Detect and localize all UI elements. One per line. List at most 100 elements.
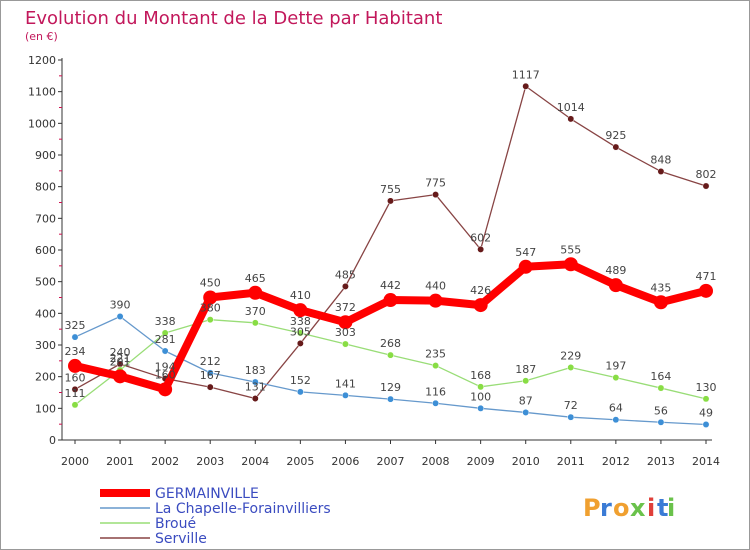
data-point xyxy=(341,391,349,399)
y-tick-label: 600 xyxy=(35,244,56,257)
data-point xyxy=(251,395,259,402)
data-point xyxy=(518,259,533,274)
data-point xyxy=(296,329,304,337)
data-point xyxy=(657,168,665,175)
data-label: 72 xyxy=(564,399,578,412)
data-label: 435 xyxy=(650,281,671,294)
data-label: 64 xyxy=(609,402,623,415)
data-label: 116 xyxy=(425,385,446,398)
logo-letter: x xyxy=(630,494,646,522)
data-label: 268 xyxy=(380,337,401,350)
data-label: 410 xyxy=(290,289,311,302)
data-label: 197 xyxy=(605,360,626,373)
data-label: 925 xyxy=(605,129,626,142)
data-point xyxy=(473,298,488,313)
data-label: 440 xyxy=(425,280,446,293)
data-point xyxy=(699,283,713,298)
data-label: 775 xyxy=(425,177,446,190)
data-point xyxy=(296,339,304,347)
logo-letter: t xyxy=(657,494,668,522)
data-point xyxy=(657,418,665,426)
data-label: 755 xyxy=(380,183,401,196)
data-label: 201 xyxy=(110,355,131,368)
data-point xyxy=(567,364,575,371)
x-tick-label: 2006 xyxy=(331,455,359,468)
data-label: 390 xyxy=(110,299,131,312)
axes: 0 100 200 300 400 500 600 700 800 900 1000 1100 1200… xyxy=(28,54,720,468)
data-label: 305 xyxy=(290,325,311,338)
data-label: 194 xyxy=(155,361,176,374)
y-tick-label: 400 xyxy=(35,307,56,320)
data-label: 152 xyxy=(290,374,311,387)
data-label: 338 xyxy=(155,315,176,328)
data-label: 160 xyxy=(65,371,86,384)
chart-subtitle: (en €) xyxy=(25,30,58,43)
data-label: 338 xyxy=(290,315,311,328)
data-label: 1014 xyxy=(557,101,585,114)
data-label: 442 xyxy=(380,279,401,292)
data-point xyxy=(612,374,620,382)
data-point xyxy=(71,333,79,341)
x-tick-label: 2014 xyxy=(692,455,720,468)
data-point xyxy=(71,401,79,409)
x-tick-label: 2000 xyxy=(61,455,89,468)
y-tick-label: 0 xyxy=(49,434,56,447)
y-tick-label: 200 xyxy=(35,371,56,384)
data-point xyxy=(293,303,308,318)
data-label: 49 xyxy=(699,406,713,419)
y-tick-label: 500 xyxy=(35,276,56,289)
data-point xyxy=(251,378,259,386)
logo-letter: r xyxy=(600,494,612,522)
data-label: 229 xyxy=(560,349,581,362)
data-point xyxy=(387,351,394,359)
data-label: 221 xyxy=(110,352,131,365)
data-label: 240 xyxy=(110,346,131,359)
data-point xyxy=(341,282,349,290)
data-point xyxy=(522,82,530,90)
logo-letter: P xyxy=(583,494,601,522)
data-point xyxy=(702,182,710,190)
data-label: 489 xyxy=(605,264,626,277)
data-label: 802 xyxy=(696,168,717,181)
data-point xyxy=(387,197,394,205)
data-label: 235 xyxy=(425,348,446,361)
y-tick-label: 1200 xyxy=(28,54,56,67)
data-label: 130 xyxy=(696,381,717,394)
x-tick-label: 2002 xyxy=(151,455,179,468)
x-tick-label: 2005 xyxy=(286,455,314,468)
data-point xyxy=(567,115,575,123)
data-point xyxy=(432,399,440,407)
x-tick-label: 2007 xyxy=(377,455,405,468)
data-point xyxy=(702,395,710,403)
data-label: 372 xyxy=(335,301,356,314)
data-label: 212 xyxy=(200,355,221,368)
data-label: 168 xyxy=(470,369,491,382)
data-point xyxy=(477,404,485,412)
data-label: 602 xyxy=(470,231,491,244)
x-tick-label: 2004 xyxy=(241,455,269,468)
data-point xyxy=(657,384,665,392)
data-point xyxy=(612,143,620,151)
y-tick-label: 1000 xyxy=(28,117,56,130)
data-label: 187 xyxy=(515,363,536,376)
data-point xyxy=(432,191,440,199)
data-label: 167 xyxy=(200,369,221,382)
data-label: 129 xyxy=(380,381,401,394)
data-point xyxy=(477,383,485,391)
data-point xyxy=(522,409,530,416)
data-label: 485 xyxy=(335,268,356,281)
data-point xyxy=(251,319,259,327)
logo-letter: o xyxy=(613,494,630,522)
data-point xyxy=(206,316,214,324)
x-tick-label: 2008 xyxy=(422,455,450,468)
legend-label: La Chapelle-Forainvilliers xyxy=(155,501,331,517)
x-tick-label: 2009 xyxy=(467,455,495,468)
data-point xyxy=(612,416,620,424)
data-point xyxy=(296,388,304,396)
data-label: 325 xyxy=(65,319,86,332)
data-point xyxy=(608,278,623,293)
data-label: 465 xyxy=(245,272,266,285)
x-tick-label: 2013 xyxy=(647,455,675,468)
y-tick-label: 100 xyxy=(35,402,56,415)
